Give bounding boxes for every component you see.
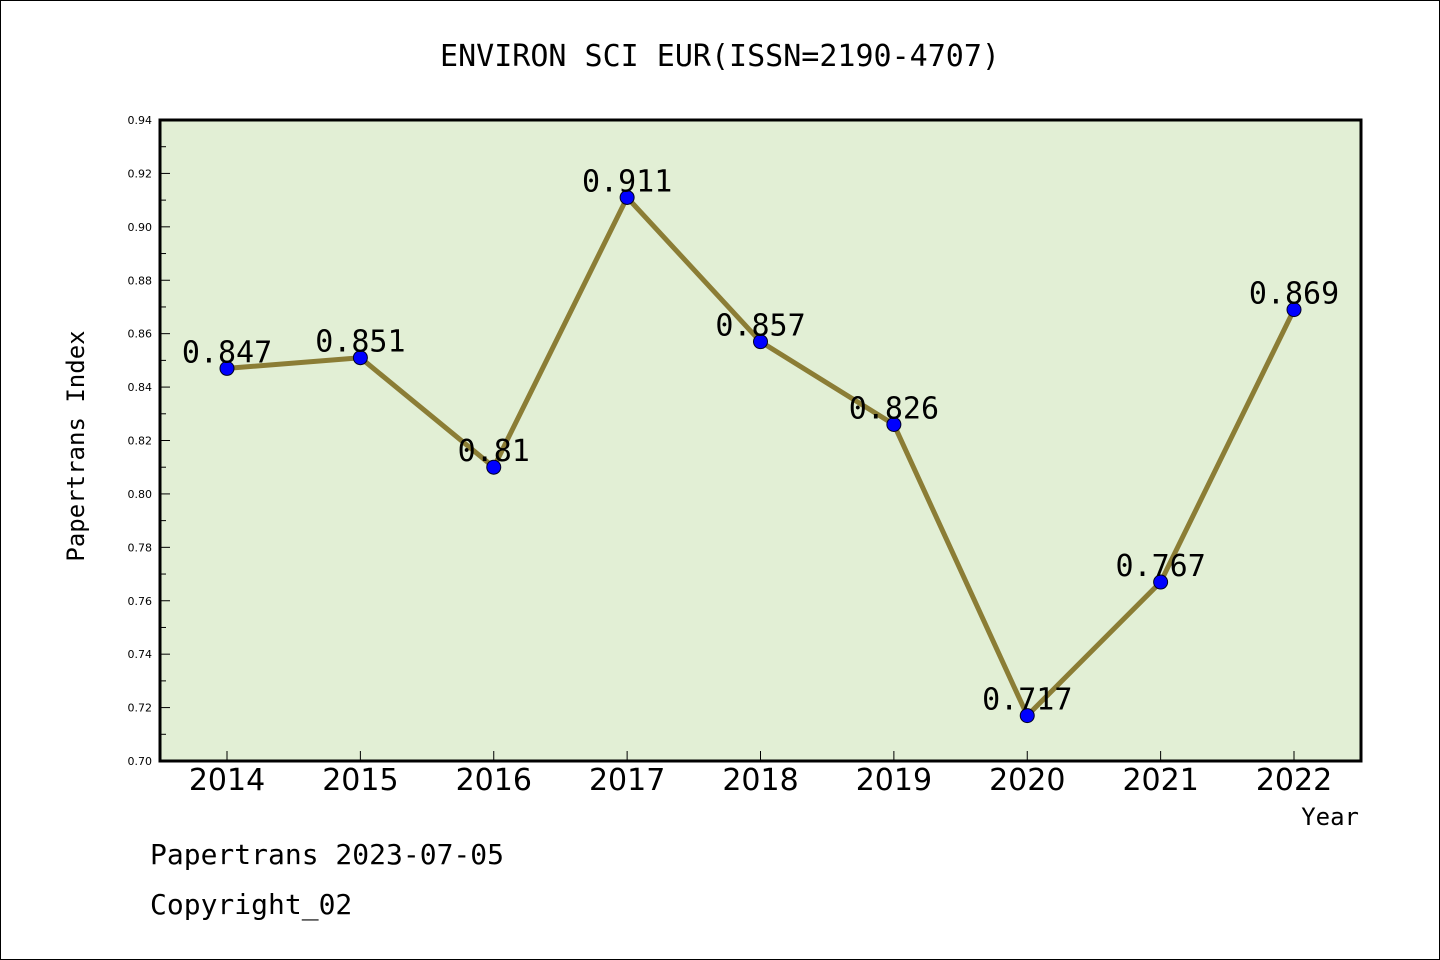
- y-tick-label: 0.70: [128, 755, 153, 768]
- footer-date: Papertrans 2023-07-05: [150, 838, 504, 871]
- data-point: [1286, 302, 1302, 318]
- data-label: 0.717: [982, 683, 1072, 718]
- x-tick-label: 2020: [989, 763, 1065, 798]
- x-tick-label: 2022: [1256, 763, 1332, 798]
- data-point: [352, 350, 368, 366]
- x-axis-label: Year: [1301, 803, 1359, 831]
- data-label: 0.911: [582, 164, 672, 199]
- data-label: 0.81: [458, 434, 530, 469]
- data-label: 0.851: [315, 325, 405, 360]
- data-markers: [219, 189, 1302, 724]
- data-label: 0.826: [849, 391, 939, 426]
- x-tick-label: 2021: [1122, 763, 1198, 798]
- data-point: [1153, 574, 1169, 590]
- x-tick-label: 2018: [722, 763, 798, 798]
- data-labels: 0.847 0.851 0.81 0.911 0.857 0.826 0.717 0.767 0…: [182, 164, 1339, 717]
- x-axis: 2014 2015 2016 2017 2018 2019 2020 2021 2022: [189, 751, 1332, 798]
- x-tick-label: 2019: [856, 763, 932, 798]
- y-axis: 0.70 0.72 0.74 0.76 0.78 0.80 0.82 0.84 0.86 0.88…: [128, 114, 170, 768]
- data-label: 0.857: [715, 309, 805, 344]
- y-tick-label: 0.94: [128, 114, 153, 127]
- y-tick-label: 0.78: [128, 541, 153, 554]
- y-tick-label: 0.80: [128, 488, 153, 501]
- y-tick-label: 0.72: [128, 702, 153, 715]
- y-tick-label: 0.84: [128, 381, 153, 394]
- data-point: [219, 360, 235, 376]
- data-label: 0.767: [1115, 549, 1205, 584]
- y-tick-label: 0.88: [128, 274, 153, 287]
- x-tick-label: 2016: [456, 763, 532, 798]
- data-point: [886, 416, 902, 432]
- data-point: [1019, 708, 1035, 724]
- data-label: 0.847: [182, 335, 272, 370]
- y-tick-label: 0.86: [128, 328, 153, 341]
- y-tick-label: 0.90: [128, 221, 153, 234]
- data-point: [619, 189, 635, 205]
- chart-title: ENVIRON SCI EUR(ISSN=2190-4707): [440, 39, 1000, 74]
- data-point: [486, 459, 502, 475]
- plot-area: [160, 120, 1361, 761]
- plot-border: [158, 118, 1363, 763]
- y-axis-label: Papertrans Index: [62, 330, 90, 561]
- x-tick-label: 2015: [322, 763, 398, 798]
- data-label: 0.869: [1249, 277, 1339, 312]
- y-tick-label: 0.76: [128, 595, 153, 608]
- y-tick-label: 0.74: [128, 648, 153, 661]
- y-tick-label: 0.82: [128, 435, 153, 448]
- x-tick-label: 2014: [189, 763, 265, 798]
- data-point: [753, 334, 768, 350]
- x-tick-label: 2017: [589, 763, 665, 798]
- y-tick-label: 0.92: [128, 167, 153, 180]
- footer-copyright: Copyright_02: [150, 888, 352, 922]
